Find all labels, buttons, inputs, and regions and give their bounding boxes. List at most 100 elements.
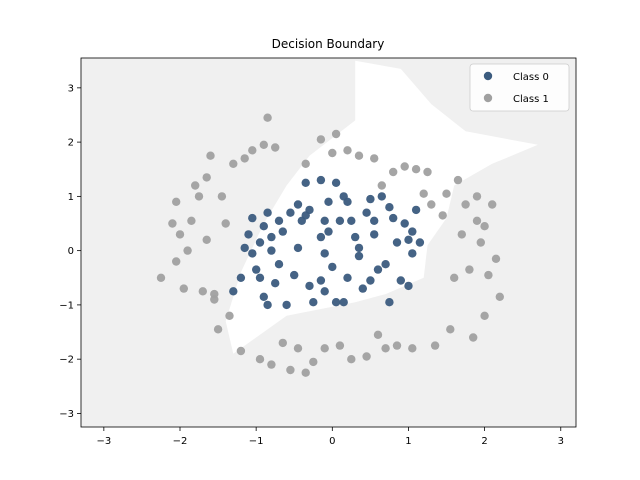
data-point — [274, 216, 284, 225]
data-point — [194, 192, 204, 201]
data-point — [373, 265, 383, 274]
data-point — [465, 265, 474, 274]
data-point — [392, 238, 402, 247]
x-tick-label: 3 — [558, 436, 564, 447]
data-point — [210, 289, 219, 299]
data-point — [408, 344, 417, 353]
data-point — [362, 352, 371, 361]
data-point — [187, 216, 196, 225]
data-point — [213, 325, 223, 334]
data-point — [438, 211, 447, 220]
data-point — [305, 281, 314, 291]
data-point — [278, 338, 287, 348]
legend-label: Class 1 — [513, 94, 549, 105]
data-point — [236, 346, 246, 356]
data-point — [423, 167, 432, 177]
data-point — [472, 192, 482, 201]
data-point — [156, 273, 166, 282]
data-point — [484, 270, 493, 280]
data-point — [301, 159, 310, 168]
data-point — [389, 213, 398, 223]
data-point — [396, 276, 405, 285]
data-point — [404, 281, 413, 291]
data-point — [430, 341, 440, 350]
data-point — [168, 219, 177, 228]
data-point — [248, 146, 257, 155]
data-point — [476, 238, 485, 247]
data-point — [248, 213, 257, 223]
data-point — [335, 216, 345, 225]
data-point — [408, 249, 417, 258]
y-tick-label: −3 — [59, 409, 74, 420]
data-point — [206, 151, 215, 160]
data-point — [354, 243, 364, 253]
data-point — [259, 140, 268, 149]
data-point — [274, 260, 284, 269]
data-point — [316, 135, 326, 144]
data-point — [286, 208, 295, 217]
x-tick-label: 2 — [481, 436, 487, 447]
data-point — [389, 167, 398, 177]
data-point — [469, 333, 478, 342]
legend-box — [469, 63, 570, 112]
data-point — [331, 298, 341, 307]
y-tick-label: 0 — [68, 246, 74, 257]
data-point — [339, 298, 348, 307]
data-point — [244, 230, 253, 239]
data-point — [259, 292, 268, 301]
data-point — [331, 178, 341, 187]
data-point — [267, 232, 276, 242]
data-point — [446, 325, 455, 334]
data-point — [259, 222, 268, 231]
data-point — [236, 273, 246, 282]
plot-frame — [80, 57, 577, 428]
plot-area: −3 −2 −1 0 1 2 3 −3 −2 −1 0 1 2 3 — [59, 57, 577, 447]
data-point — [354, 251, 364, 261]
data-point — [381, 344, 390, 353]
y-tick-label: −1 — [59, 300, 74, 311]
data-point — [427, 200, 436, 209]
legend-label: Class 0 — [513, 72, 549, 83]
data-point — [198, 287, 207, 296]
data-point — [172, 197, 181, 206]
data-point — [240, 243, 249, 253]
data-point — [217, 192, 227, 201]
data-point — [419, 189, 428, 198]
y-tick-label: 3 — [68, 83, 74, 94]
data-point — [301, 368, 310, 377]
data-point — [229, 159, 238, 168]
data-point — [202, 235, 211, 244]
data-point — [263, 208, 272, 217]
data-point — [457, 230, 466, 239]
data-point — [354, 151, 364, 160]
data-point — [248, 249, 257, 258]
legend-marker — [483, 71, 493, 81]
data-point — [221, 219, 230, 228]
data-point — [351, 232, 360, 242]
data-point — [472, 216, 482, 225]
data-point — [183, 246, 192, 255]
legend: Class 0 Class 1 — [469, 63, 570, 112]
data-point — [202, 173, 211, 182]
data-point — [301, 178, 310, 187]
data-point — [343, 273, 352, 282]
data-point — [278, 227, 287, 236]
data-point — [255, 355, 265, 364]
data-point — [370, 154, 379, 163]
data-point — [366, 194, 375, 204]
data-point — [347, 355, 356, 364]
data-point — [316, 175, 326, 185]
data-point — [404, 235, 413, 244]
chart-title: Decision Boundary — [272, 37, 385, 51]
data-point — [328, 262, 337, 272]
data-point — [385, 298, 394, 307]
class0-decision-region — [225, 60, 538, 354]
data-point — [191, 181, 200, 190]
data-point — [324, 227, 333, 236]
data-point — [377, 192, 386, 201]
data-point — [411, 205, 421, 215]
data-point — [267, 360, 276, 369]
data-point — [495, 292, 504, 301]
data-point — [293, 344, 303, 353]
data-point — [286, 365, 295, 375]
